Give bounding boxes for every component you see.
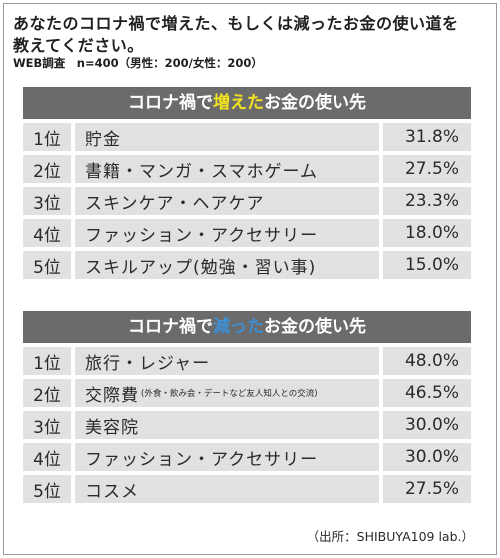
table-row: 2位 書籍・マンガ・スマホゲーム 27.5%	[23, 155, 471, 183]
item-cell: 交際費 (外食・飲み会・デートなど友人知人との交流)	[75, 379, 379, 407]
percent-cell: 23.3%	[383, 187, 471, 215]
rank-cell: 2位	[23, 379, 71, 407]
item-cell: スキルアップ(勉強・習い事)	[75, 251, 379, 279]
item-label: 貯金	[85, 129, 121, 150]
item-cell: ファッション・アクセサリー	[75, 443, 379, 471]
item-note: (外食・飲み会・デートなど友人知人との交流)	[141, 389, 318, 399]
percent-cell: 30.0%	[383, 443, 471, 471]
increased-table: コロナ禍で増えたお金の使い先 1位 貯金 31.8% 2位 書籍・マンガ・スマホゲーム 2…	[23, 87, 471, 283]
percent-cell: 46.5%	[383, 379, 471, 407]
table-row: 1位 貯金 31.8%	[23, 123, 471, 151]
rank-cell: 1位	[23, 123, 71, 151]
item-cell: スキンケア・ヘアケア	[75, 187, 379, 215]
percent-cell: 18.0%	[383, 219, 471, 247]
item-label: ファッション・アクセサリー	[85, 225, 319, 246]
item-label: 美容院	[85, 417, 139, 438]
item-label: スキルアップ(勉強・習い事)	[85, 257, 317, 278]
item-label: 旅行・レジャー	[85, 353, 211, 374]
table-row: 4位 ファッション・アクセサリー 18.0%	[23, 219, 471, 247]
question-title-line2: 教えてください。	[13, 36, 144, 55]
percent-cell: 15.0%	[383, 251, 471, 279]
rank-cell: 4位	[23, 219, 71, 247]
source-credit: （出所：SHIBUYA109 lab.）	[306, 529, 474, 544]
item-cell: 旅行・レジャー	[75, 347, 379, 375]
table-row: 5位 スキルアップ(勉強・習い事) 15.0%	[23, 251, 471, 279]
table-row: 1位 旅行・レジャー 48.0%	[23, 347, 471, 375]
rank-cell: 3位	[23, 411, 71, 439]
table-row: 5位 コスメ 27.5%	[23, 475, 471, 503]
percent-cell: 48.0%	[383, 347, 471, 375]
survey-info: WEB調査 n=400（男性：200/女性：200）	[13, 56, 263, 70]
rank-cell: 5位	[23, 251, 71, 279]
item-label: スキンケア・ヘアケア	[85, 193, 265, 214]
item-label: 書籍・マンガ・スマホゲーム	[85, 161, 318, 182]
item-label: 交際費	[85, 385, 139, 406]
percent-cell: 27.5%	[383, 475, 471, 503]
decreased-table: コロナ禍で減ったお金の使い先 1位 旅行・レジャー 48.0% 2位 交際費 (外食・飲み…	[23, 311, 471, 507]
percent-cell: 27.5%	[383, 155, 471, 183]
decreased-rows: 1位 旅行・レジャー 48.0% 2位 交際費 (外食・飲み会・デートなど友人知人との交流…	[23, 347, 471, 503]
item-label: ファッション・アクセサリー	[85, 449, 319, 470]
rank-cell: 3位	[23, 187, 71, 215]
item-cell: 貯金	[75, 123, 379, 151]
rank-cell: 1位	[23, 347, 71, 375]
item-cell: 書籍・マンガ・スマホゲーム	[75, 155, 379, 183]
item-cell: 美容院	[75, 411, 379, 439]
item-label: コスメ	[85, 481, 139, 502]
table-row: 3位 美容院 30.0%	[23, 411, 471, 439]
percent-cell: 30.0%	[383, 411, 471, 439]
increased-rows: 1位 貯金 31.8% 2位 書籍・マンガ・スマホゲーム 27.5% 3位 スキンケア・ヘアケ…	[23, 123, 471, 279]
table-row: 3位 スキンケア・ヘアケア 23.3%	[23, 187, 471, 215]
header-suffix: お金の使い先	[264, 317, 366, 337]
header-prefix: コロナ禍で	[128, 93, 213, 113]
table-row: 4位 ファッション・アクセサリー 30.0%	[23, 443, 471, 471]
percent-cell: 31.8%	[383, 123, 471, 151]
rank-cell: 2位	[23, 155, 71, 183]
increased-table-header: コロナ禍で増えたお金の使い先	[23, 87, 471, 119]
header-highlight: 減った	[213, 317, 264, 337]
rank-cell: 4位	[23, 443, 71, 471]
header-highlight: 増えた	[213, 93, 264, 113]
header-suffix: お金の使い先	[264, 93, 366, 113]
question-title-line1: あなたのコロナ禍で増えた、もしくは減ったお金の使い道を	[13, 14, 459, 33]
rank-cell: 5位	[23, 475, 71, 503]
header-prefix: コロナ禍で	[128, 317, 213, 337]
item-cell: ファッション・アクセサリー	[75, 219, 379, 247]
decreased-table-header: コロナ禍で減ったお金の使い先	[23, 311, 471, 343]
table-row: 2位 交際費 (外食・飲み会・デートなど友人知人との交流) 46.5%	[23, 379, 471, 407]
item-cell: コスメ	[75, 475, 379, 503]
